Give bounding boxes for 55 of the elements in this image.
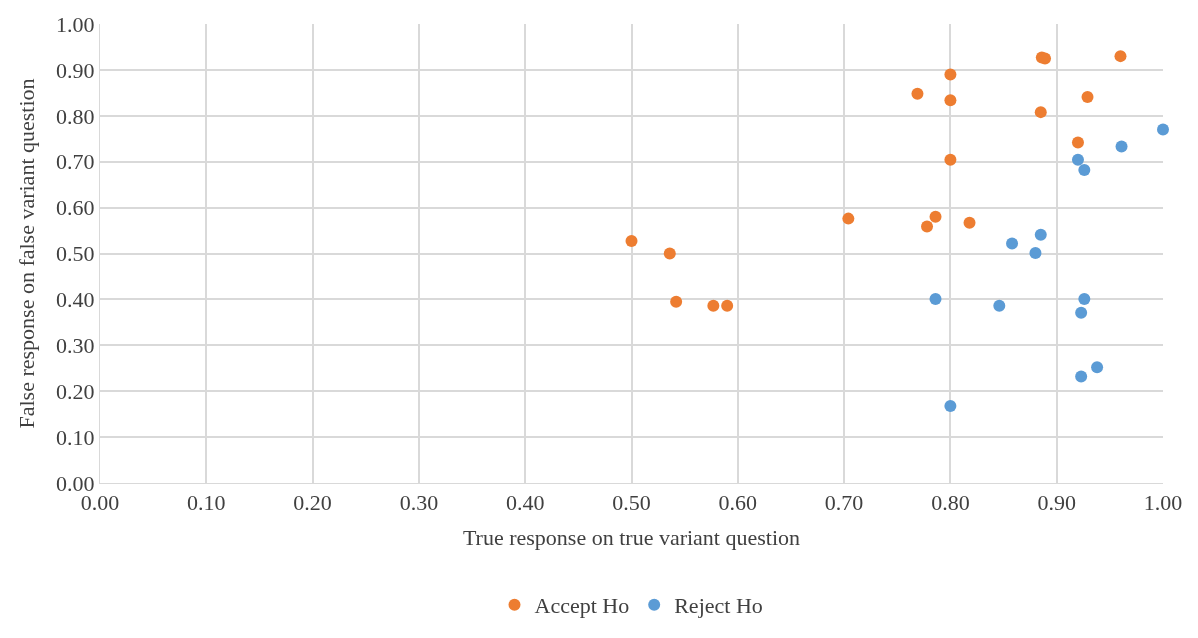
- point: [944, 399, 957, 412]
- y-axis-title: False response on false variant question: [13, 78, 39, 429]
- point: [944, 153, 957, 166]
- y-tick-label: 0.80: [56, 103, 95, 129]
- legend-label: Reject Ho: [674, 593, 763, 619]
- point: [663, 247, 676, 260]
- point: [929, 292, 942, 305]
- point: [911, 87, 924, 100]
- x-tick-label: 0.20: [293, 490, 332, 516]
- y-tick-label: 0.50: [56, 241, 95, 267]
- point: [1075, 370, 1088, 383]
- point: [1081, 90, 1094, 103]
- x-tick-label: 0.30: [399, 490, 439, 516]
- point: [1078, 163, 1091, 176]
- point: [1034, 106, 1047, 119]
- point: [921, 220, 934, 233]
- y-tick-label: 0.40: [56, 287, 95, 313]
- point: [993, 299, 1006, 312]
- y-tick-label: 0.10: [56, 424, 95, 450]
- x-tick-label: 0.90: [1037, 490, 1076, 516]
- point: [1071, 136, 1084, 149]
- x-tick-label: 0.70: [824, 490, 864, 516]
- point: [1091, 361, 1104, 374]
- x-tick-label: 1.00: [1143, 490, 1183, 516]
- point: [625, 235, 638, 248]
- point: [1078, 292, 1091, 305]
- point: [670, 295, 683, 308]
- point: [1006, 237, 1019, 250]
- point: [944, 68, 957, 81]
- point: [929, 210, 942, 223]
- y-tick-label: 0.90: [56, 57, 95, 83]
- point: [963, 216, 976, 229]
- x-tick-label: 0.60: [718, 490, 758, 516]
- legend-label: Accept Ho: [534, 593, 630, 619]
- y-tick-label: 0.30: [56, 333, 95, 358]
- point: [944, 94, 957, 107]
- x-tick-label: 0.10: [187, 490, 226, 516]
- point: [721, 299, 734, 312]
- x-tick-label: 0.80: [931, 490, 970, 516]
- y-tick-label: 1.00: [56, 11, 95, 37]
- point: [707, 299, 720, 312]
- point: [1071, 153, 1084, 166]
- point: [1114, 50, 1127, 63]
- point: [1157, 123, 1169, 136]
- point: [1029, 247, 1042, 260]
- y-tick-label: 0.20: [56, 378, 95, 404]
- point: [1034, 228, 1047, 241]
- point: [1075, 306, 1088, 319]
- x-tick-label: 0.50: [612, 490, 651, 516]
- x-axis-title: True response on true variant question: [462, 525, 801, 551]
- y-tick-label: 0.70: [56, 149, 95, 175]
- point: [1115, 140, 1128, 153]
- x-tick-label: 0.40: [505, 490, 545, 516]
- y-tick-label: 0.60: [56, 195, 95, 221]
- point: [842, 212, 855, 225]
